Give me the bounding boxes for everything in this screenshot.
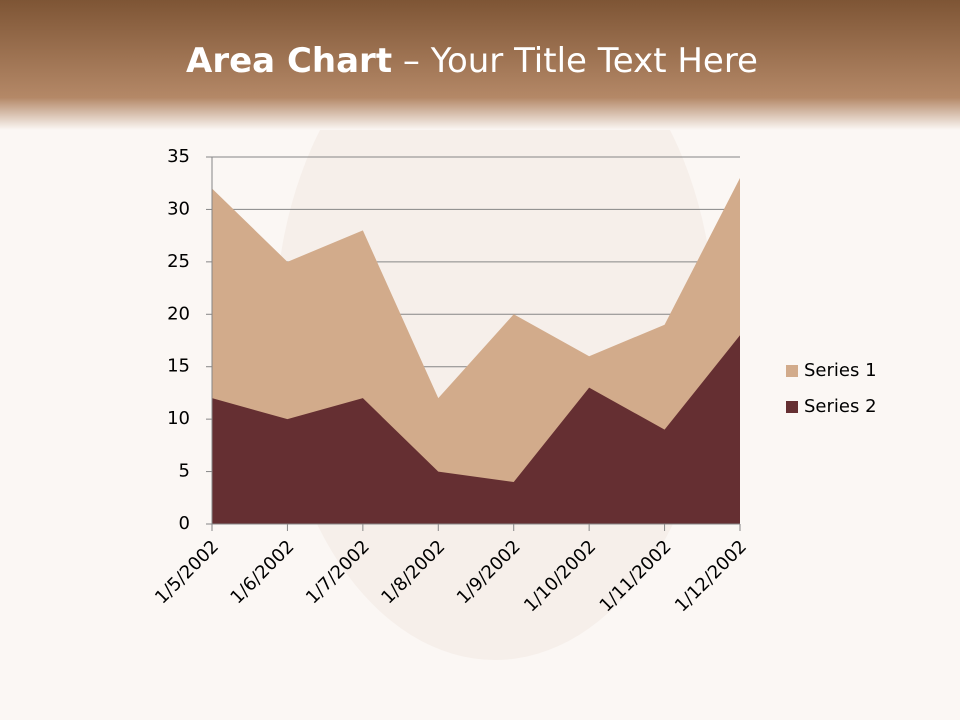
y-tick-label: 25 xyxy=(167,251,190,272)
legend-swatch xyxy=(786,401,798,413)
y-tick-label: 15 xyxy=(167,356,190,377)
y-tick-label: 20 xyxy=(167,303,190,324)
slide-title: Area Chart – Your Title Text Here xyxy=(186,41,758,81)
legend-swatch xyxy=(786,365,798,377)
y-tick-label: 35 xyxy=(167,146,190,167)
legend-label: Series 2 xyxy=(804,396,877,417)
y-tick-label: 5 xyxy=(179,461,190,482)
header-band xyxy=(0,0,960,130)
y-tick-label: 10 xyxy=(167,408,190,429)
area xyxy=(212,335,740,524)
legend-label: Series 1 xyxy=(804,360,877,381)
y-tick-label: 30 xyxy=(167,198,190,219)
title-bold: Area Chart xyxy=(186,41,392,81)
y-tick-label: 0 xyxy=(179,513,190,534)
title-rest: – Your Title Text Here xyxy=(403,41,758,81)
